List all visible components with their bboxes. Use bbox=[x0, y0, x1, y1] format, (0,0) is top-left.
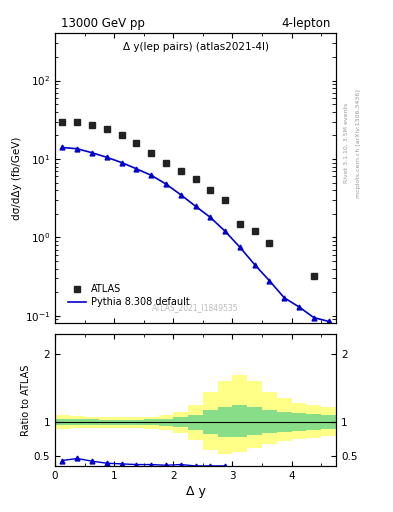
Pythia 8.308 default bbox=[149, 172, 154, 178]
Legend: ATLAS, Pythia 8.308 default: ATLAS, Pythia 8.308 default bbox=[66, 281, 193, 310]
Text: Δ y(lep pairs) (atlas2021-4l): Δ y(lep pairs) (atlas2021-4l) bbox=[123, 42, 268, 52]
Text: 13000 GeV pp: 13000 GeV pp bbox=[61, 17, 145, 30]
X-axis label: Δ y: Δ y bbox=[185, 485, 206, 498]
ATLAS bbox=[105, 126, 109, 132]
Pythia 8.308 default bbox=[90, 150, 94, 156]
ATLAS bbox=[267, 240, 272, 246]
Pythia 8.308 default bbox=[267, 278, 272, 284]
Pythia 8.308 default bbox=[75, 146, 79, 152]
Line: Pythia 8.308 default: Pythia 8.308 default bbox=[62, 147, 329, 322]
Line: ATLAS: ATLAS bbox=[59, 118, 317, 280]
Pythia 8.308 default bbox=[252, 262, 257, 268]
ATLAS bbox=[149, 150, 154, 156]
ATLAS bbox=[193, 176, 198, 182]
Pythia 8.308 default bbox=[134, 166, 139, 172]
Pythia 8.308 default bbox=[193, 203, 198, 209]
ATLAS bbox=[75, 118, 79, 124]
Pythia 8.308 default bbox=[105, 154, 109, 160]
Pythia 8.308 default bbox=[237, 244, 242, 250]
Pythia 8.308 default bbox=[223, 228, 228, 234]
Pythia 8.308 default bbox=[282, 295, 286, 301]
Pythia 8.308 default bbox=[297, 304, 301, 310]
ATLAS bbox=[312, 273, 316, 280]
ATLAS bbox=[119, 132, 124, 138]
ATLAS bbox=[60, 118, 65, 124]
ATLAS bbox=[178, 168, 183, 174]
ATLAS bbox=[252, 228, 257, 234]
ATLAS bbox=[237, 221, 242, 227]
Text: ATLAS_2021_I1849535: ATLAS_2021_I1849535 bbox=[152, 303, 239, 312]
Pythia 8.308 default bbox=[326, 318, 331, 325]
ATLAS bbox=[208, 187, 213, 193]
Y-axis label: Ratio to ATLAS: Ratio to ATLAS bbox=[21, 364, 31, 436]
Pythia 8.308 default bbox=[208, 215, 213, 221]
ATLAS bbox=[223, 197, 228, 203]
Pythia 8.308 default bbox=[178, 191, 183, 198]
ATLAS bbox=[90, 122, 94, 128]
Pythia 8.308 default bbox=[312, 314, 316, 321]
Pythia 8.308 default bbox=[119, 159, 124, 165]
ATLAS bbox=[134, 140, 139, 146]
ATLAS bbox=[163, 159, 168, 165]
Text: 4-lepton: 4-lepton bbox=[281, 17, 331, 30]
Pythia 8.308 default bbox=[163, 181, 168, 187]
Text: mcplots.cern.ch [arXiv:1306.3436]: mcplots.cern.ch [arXiv:1306.3436] bbox=[356, 89, 361, 198]
Text: Rivet 3.1.10, 3.5M events: Rivet 3.1.10, 3.5M events bbox=[344, 103, 349, 183]
Pythia 8.308 default bbox=[60, 144, 65, 151]
Y-axis label: dσ/dΔy (fb/GeV): dσ/dΔy (fb/GeV) bbox=[12, 137, 22, 220]
